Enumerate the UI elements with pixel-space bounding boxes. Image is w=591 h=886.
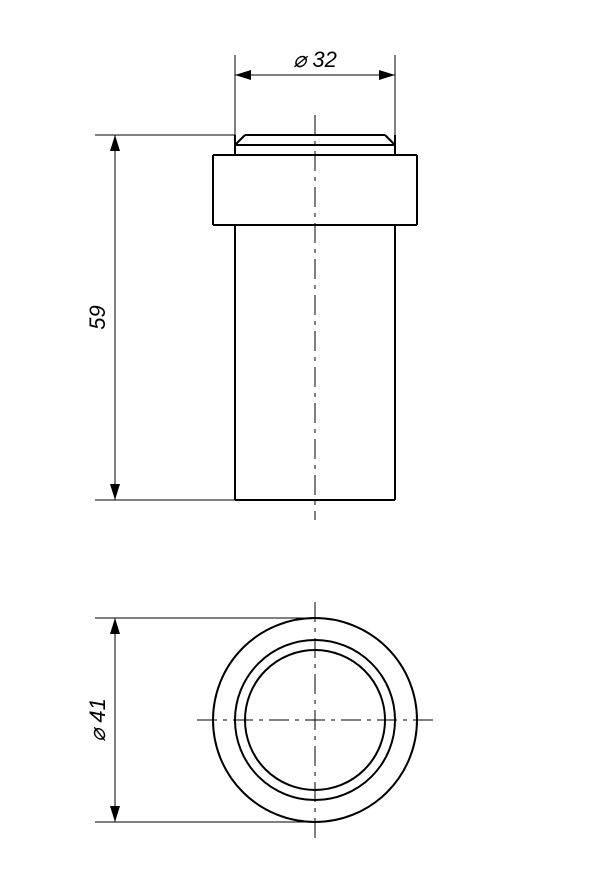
dim-d32-label: ⌀ 32 — [293, 47, 337, 72]
dim-d41-label: ⌀ 41 — [85, 698, 110, 742]
dim-h59-label: 59 — [85, 305, 110, 329]
